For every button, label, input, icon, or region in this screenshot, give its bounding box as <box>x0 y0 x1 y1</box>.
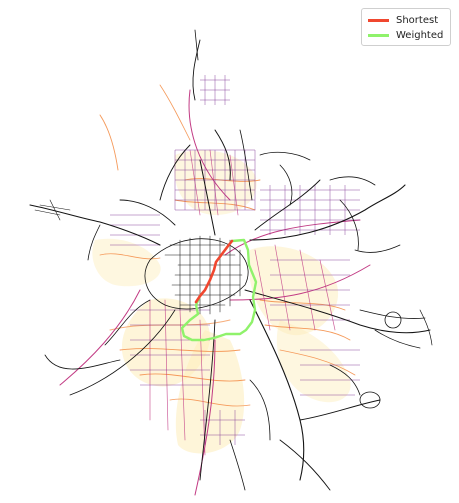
legend-entry-shortest: Shortest <box>368 13 438 27</box>
legend-swatch-weighted <box>368 34 389 37</box>
legend-entry-weighted: Weighted <box>368 28 443 42</box>
legend-label-shortest: Shortest <box>396 15 438 26</box>
legend-label-weighted: Weighted <box>396 30 443 41</box>
map-legend: Shortest Weighted <box>361 8 451 46</box>
legend-swatch-shortest <box>368 19 389 22</box>
